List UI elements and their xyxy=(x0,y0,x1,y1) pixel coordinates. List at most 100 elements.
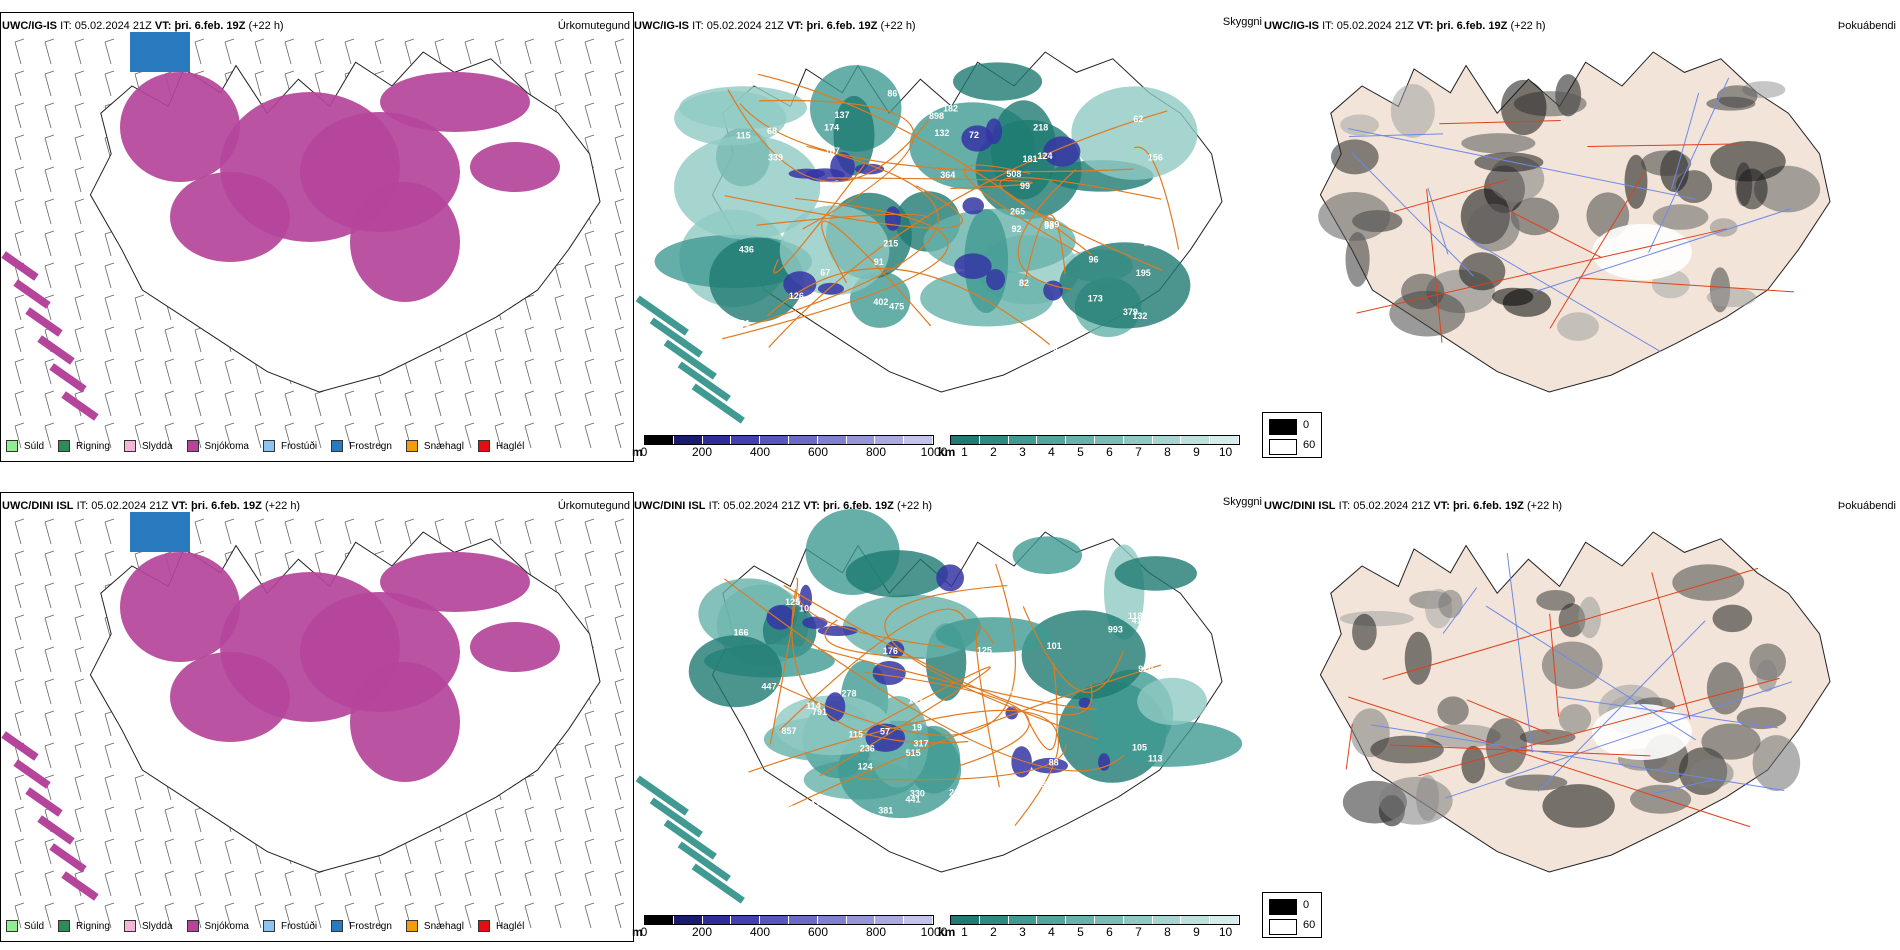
visibility-value: 105 xyxy=(1132,742,1147,752)
scale-bar xyxy=(950,915,1240,925)
fog-shading xyxy=(1318,74,1821,341)
visibility-value: 364 xyxy=(940,170,955,180)
visibility-value: 187 xyxy=(825,146,840,156)
legend-label: Frostúði xyxy=(280,920,318,932)
roads xyxy=(724,563,1161,826)
visibility-value: 330 xyxy=(910,788,925,798)
visibility-value: 70 xyxy=(1054,326,1064,336)
scale-tick: 1000 xyxy=(920,925,948,939)
legend-swatch xyxy=(186,440,199,452)
scale-bar xyxy=(644,915,934,925)
visibility-value: 205 xyxy=(1067,823,1082,833)
legend-swatch xyxy=(123,440,136,452)
visibility-value: 898 xyxy=(929,111,944,121)
legend-item: Slydda xyxy=(123,920,173,932)
visibility-labels: 1761255121151669205159932351674478571131… xyxy=(733,571,1162,846)
visibility-field xyxy=(635,509,1243,904)
visibility-panel-row2: 176 125 512 115 166 920 515 993 235 167 447 857 113 1… xyxy=(632,492,1272,942)
visibility-value: 132 xyxy=(934,128,949,138)
visibility-value: 168 xyxy=(963,592,978,602)
legend-label: Frostúði xyxy=(280,440,318,452)
scale-tick: 10 xyxy=(1218,445,1233,459)
scale-tick: 800 xyxy=(865,925,887,939)
scale-unit: km xyxy=(938,925,956,939)
fog-key-label: 60 xyxy=(1303,919,1316,931)
panel-variable: Þokuábendi xyxy=(1837,500,1896,512)
visibility-value: 278 xyxy=(841,689,856,699)
scale-tick: 0 xyxy=(640,925,648,939)
visibility-value: 19 xyxy=(912,723,922,733)
legend-item: Snæhagl xyxy=(405,920,464,932)
legend-label: Frostregn xyxy=(349,440,392,452)
visibility-value: 126 xyxy=(789,291,804,301)
visibility-value: 242 xyxy=(1030,591,1045,601)
km-scale-row2: km 1 2 3 4 5 6 7 8 9 10 xyxy=(938,915,1240,939)
height-scale-row2: m 0 200 400 600 800 1000 xyxy=(632,915,948,939)
legend-label: Snjókoma xyxy=(204,920,249,932)
roads xyxy=(722,73,1180,348)
legend-swatch xyxy=(58,920,71,932)
visibility-value: 167 xyxy=(768,795,783,805)
legend-item: Frostregn xyxy=(331,440,392,452)
visibility-value: 352 xyxy=(1037,780,1052,790)
scale-tick: 600 xyxy=(807,925,829,939)
scale-ticks: 1 2 3 4 5 6 7 8 9 10 xyxy=(950,445,1240,459)
legend-swatch xyxy=(477,440,490,452)
fog-key-label: 0 xyxy=(1303,419,1310,431)
scale-tick: 8 xyxy=(1164,925,1171,939)
legend-swatch xyxy=(58,440,71,452)
km-scale-row1: km 1 2 3 4 5 6 7 8 9 10 xyxy=(938,435,1240,459)
scale-tick: 1000 xyxy=(920,445,948,459)
legend-label: Snjókoma xyxy=(204,440,249,452)
precip-panel-row2: UWC/DINI ISL IT: 05.02.2024 21Z VT: þri.… xyxy=(0,492,634,942)
visibility-value: 88 xyxy=(1049,758,1059,768)
visibility-value: 124 xyxy=(1037,151,1052,161)
scale-tick: 6 xyxy=(1106,925,1113,939)
scale-tick: 400 xyxy=(749,445,771,459)
panel-title: UWC/IG-IS IT: 05.02.2024 21Z VT: þri. 6.… xyxy=(634,20,916,32)
visibility-value: 195 xyxy=(1136,268,1151,278)
legend-item: Rigning xyxy=(58,440,110,452)
precip-panel-row1: UWC/IG-IS IT: 05.02.2024 21Z VT: þri. 6.… xyxy=(0,12,634,462)
visibility-value: 889 xyxy=(1044,219,1059,229)
precip-map-row2 xyxy=(0,492,634,942)
visibility-labels: 181 349 99 187 62 379 68 215 86 36 67 297 189 173 137 1… xyxy=(735,88,1163,373)
legend-item: Slydda xyxy=(123,440,173,452)
panel-title: UWC/IG-IS IT: 05.02.2024 21Z VT: þri. 6.… xyxy=(1264,20,1546,32)
fog-key-swatch xyxy=(1269,419,1297,435)
legend-swatch xyxy=(186,920,199,932)
visibility-value: 475 xyxy=(889,301,904,311)
scale-tick: 10 xyxy=(1218,925,1233,939)
visibility-value: 182 xyxy=(943,103,958,113)
visibility-value: 441 xyxy=(906,795,921,805)
fog-shading xyxy=(1339,564,1801,828)
legend-label: Rigning xyxy=(76,920,110,932)
visibility-value: 68 xyxy=(767,126,777,136)
visibility-value: 447 xyxy=(762,681,777,691)
panel-title: UWC/DINI ISL IT: 05.02.2024 21Z VT: þri.… xyxy=(1264,500,1563,512)
snow-areas xyxy=(1,552,560,901)
legend-label: Súld xyxy=(24,920,45,932)
legend-swatch xyxy=(405,440,418,452)
fog-key-label: 60 xyxy=(1303,439,1316,451)
visibility-value: 113 xyxy=(1148,754,1163,764)
scale-tick: 4 xyxy=(1048,445,1055,459)
scale-tick: 3 xyxy=(1019,925,1026,939)
scale-tick: 200 xyxy=(691,925,713,939)
legend-swatch xyxy=(405,920,418,932)
visibility-value: 67 xyxy=(820,267,830,277)
visibility-value: 189 xyxy=(783,359,798,369)
legend-item: Haglél xyxy=(477,440,524,452)
scale-tick: 4 xyxy=(1048,925,1055,939)
fog-panel-row2: UWC/DINI ISL IT: 05.02.2024 21Z VT: þri.… xyxy=(1262,492,1900,942)
fog-map-row1 xyxy=(1318,51,1831,393)
fog-panel-row1: UWC/IG-IS IT: 05.02.2024 21Z VT: þri. 6.… xyxy=(1262,12,1900,462)
visibility-value: 92 xyxy=(1012,224,1022,234)
precip-legend: Súld Rigning Slydda Snjókoma Frostúði Frostre… xyxy=(6,440,538,452)
visibility-value: 508 xyxy=(1006,169,1021,179)
panel-title: UWC/DINI ISL IT: 05.02.2024 21Z VT: þri.… xyxy=(2,500,301,512)
scale-ticks: 0 200 400 600 800 1000 xyxy=(640,925,948,939)
fog-key-row1: 0 60 xyxy=(1262,412,1322,458)
scale-tick: 3 xyxy=(1019,445,1026,459)
panel-title: UWC/DINI ISL IT: 05.02.2024 21Z VT: þri.… xyxy=(634,500,933,512)
